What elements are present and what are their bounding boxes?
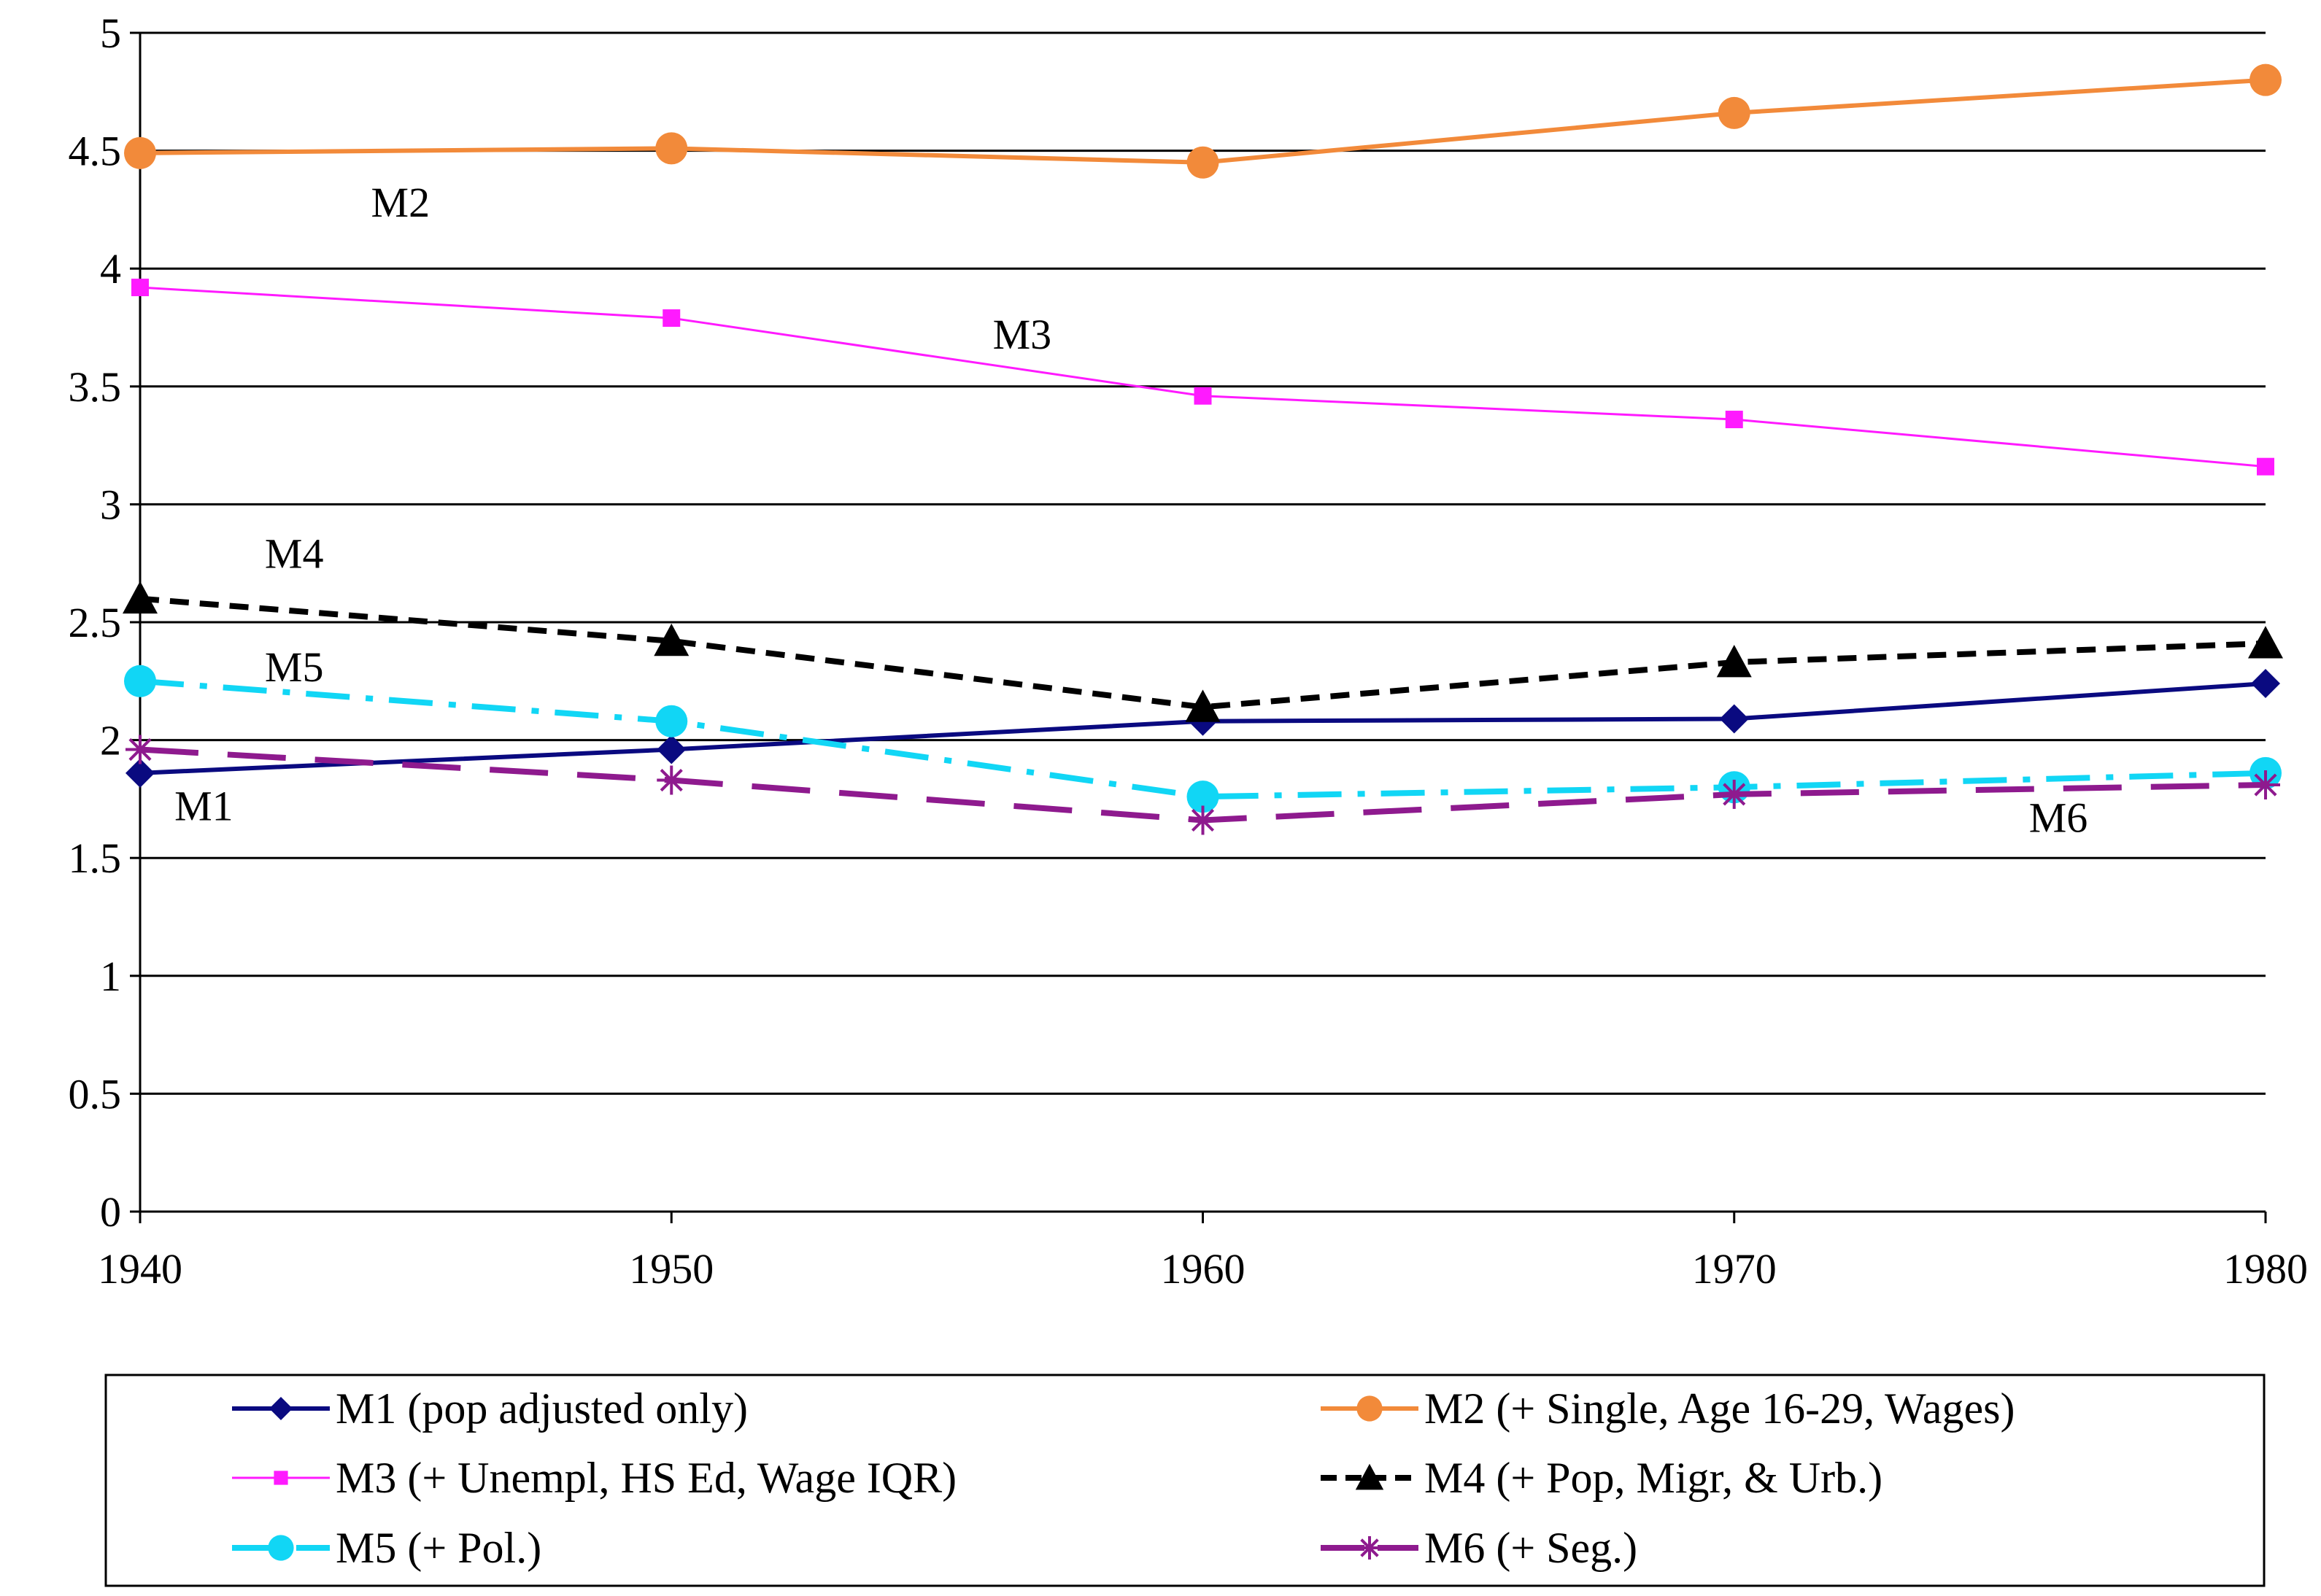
legend-label: M2 (+ Single, Age 16-29, Wages) [1424, 1384, 2015, 1433]
legend: M1 (pop adjusted only) M2 (+ Single, Age … [104, 1374, 2266, 1587]
legend-entry: M6 (+ Seg.) [1321, 1524, 1637, 1572]
series-line [139, 595, 2266, 710]
marker-square [131, 279, 149, 297]
marker-circle [655, 705, 688, 737]
marker-circle [124, 665, 156, 697]
marker-star [657, 765, 687, 795]
series-2 [124, 63, 2282, 179]
marker-star [1358, 1536, 1381, 1560]
series-annotations: M1 M2 M3 M4 M5 M6 [174, 179, 2088, 842]
marker-square [2257, 457, 2274, 476]
legend-entry: M1 (pop adjusted only) [232, 1384, 748, 1433]
marker-square [663, 309, 681, 328]
y-tick-label: 2.5 [69, 599, 122, 646]
series-line [139, 286, 2266, 468]
marker-star [1188, 805, 1218, 835]
legend-entry: M2 (+ Single, Age 16-29, Wages) [1321, 1384, 2015, 1433]
series-line [139, 678, 2266, 800]
x-tick-label: 1980 [2223, 1245, 2308, 1293]
y-tick-label: 1 [100, 953, 121, 1000]
legend-entry: M5 (+ Pol.) [232, 1524, 541, 1572]
marker-star [125, 735, 155, 764]
series-4 [123, 581, 2283, 722]
series-annotation: M2 [371, 179, 430, 226]
marker-triangle [654, 623, 690, 656]
marker-star-stroke [1191, 808, 1215, 832]
x-tick-label: 1950 [629, 1245, 714, 1293]
marker-circle [2249, 63, 2282, 96]
y-tick-label: 0.5 [69, 1070, 122, 1117]
legend-label: M3 (+ Unempl, HS Ed, Wage IQR) [336, 1454, 957, 1502]
marker-triangle [123, 581, 158, 614]
y-tick-label: 4.5 [69, 128, 122, 175]
y-tick-label: 1.5 [69, 834, 122, 882]
legend-label: M1 (pop adjusted only) [336, 1384, 748, 1433]
x-tick-label: 1940 [98, 1245, 182, 1293]
marker-diamond [269, 1397, 293, 1420]
legend-label: M4 (+ Pop, Migr, & Urb.) [1424, 1454, 1882, 1502]
series-6 [125, 735, 2280, 835]
axes: 0 0.5 1 1.5 2 2.5 3 3.5 4 4.5 5 1940 1950 1960 1970 198… [69, 9, 2309, 1293]
marker-triangle [1355, 1463, 1384, 1490]
marker-circle [1186, 146, 1219, 179]
marker-circle [1356, 1395, 1383, 1422]
marker-triangle [1185, 689, 1221, 722]
y-tick-label: 4 [100, 245, 121, 293]
series-annotation: M4 [265, 530, 324, 578]
legend-entry: M3 (+ Unempl, HS Ed, Wage IQR) [232, 1454, 957, 1502]
y-tick-label: 2 [100, 717, 121, 764]
y-tick-label: 3.5 [69, 363, 122, 411]
series-3 [131, 279, 2274, 476]
marker-square [274, 1471, 288, 1485]
series-5 [124, 665, 2282, 813]
series-annotation: M1 [174, 782, 233, 829]
series-annotation: M5 [265, 643, 324, 691]
legend-label: M5 (+ Pol.) [336, 1524, 541, 1572]
marker-star-stroke [1360, 1538, 1379, 1557]
series-annotation: M3 [993, 311, 1052, 358]
series-lines [123, 63, 2283, 835]
marker-diamond [2251, 669, 2280, 699]
marker-diamond [125, 758, 155, 788]
y-tick-label: 0 [100, 1188, 121, 1236]
marker-star [2251, 770, 2280, 800]
marker-triangle [1716, 644, 1752, 678]
y-tick-label: 3 [100, 481, 121, 528]
legend-entry: M4 (+ Pop, Migr, & Urb.) [1321, 1454, 1882, 1502]
x-tick-label: 1960 [1161, 1245, 1246, 1293]
marker-star-stroke [128, 737, 152, 762]
legend-box [104, 1374, 2266, 1587]
marker-triangle [2248, 626, 2283, 659]
marker-circle [124, 136, 156, 169]
marker-circle [1718, 96, 1750, 129]
marker-star-stroke [2254, 773, 2277, 797]
x-tick-label: 1970 [1692, 1245, 1777, 1293]
marker-circle [655, 132, 688, 165]
marker-star [1719, 779, 1749, 809]
y-tick-label: 5 [100, 9, 121, 57]
marker-square [1725, 411, 1743, 429]
marker-diamond [1719, 704, 1749, 734]
marker-diamond [657, 735, 687, 764]
marker-square [1194, 387, 1212, 405]
legend-label: M6 (+ Seg.) [1424, 1524, 1637, 1572]
marker-star-stroke [660, 768, 683, 792]
marker-star-stroke [1723, 783, 1746, 806]
marker-circle [268, 1535, 294, 1561]
series-annotation: M6 [2029, 794, 2088, 842]
marker-circle [1186, 780, 1219, 813]
gridlines [140, 31, 2266, 1095]
